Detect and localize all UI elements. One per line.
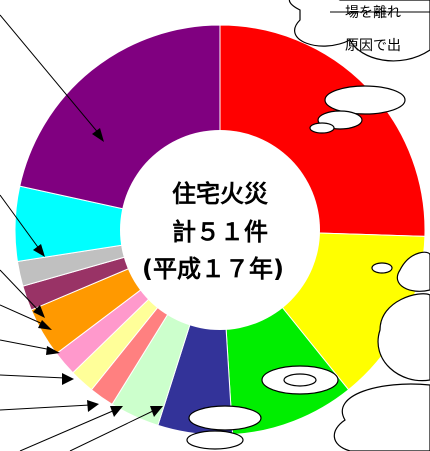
- center-label: 計５１件: [172, 218, 268, 246]
- annotation: 原因で出: [345, 38, 401, 54]
- donut-hole: [120, 130, 320, 330]
- center-label: (平成１７年): [142, 255, 284, 283]
- center-label: 住宅火災: [172, 180, 269, 208]
- annotation: 場を離れ: [345, 4, 401, 21]
